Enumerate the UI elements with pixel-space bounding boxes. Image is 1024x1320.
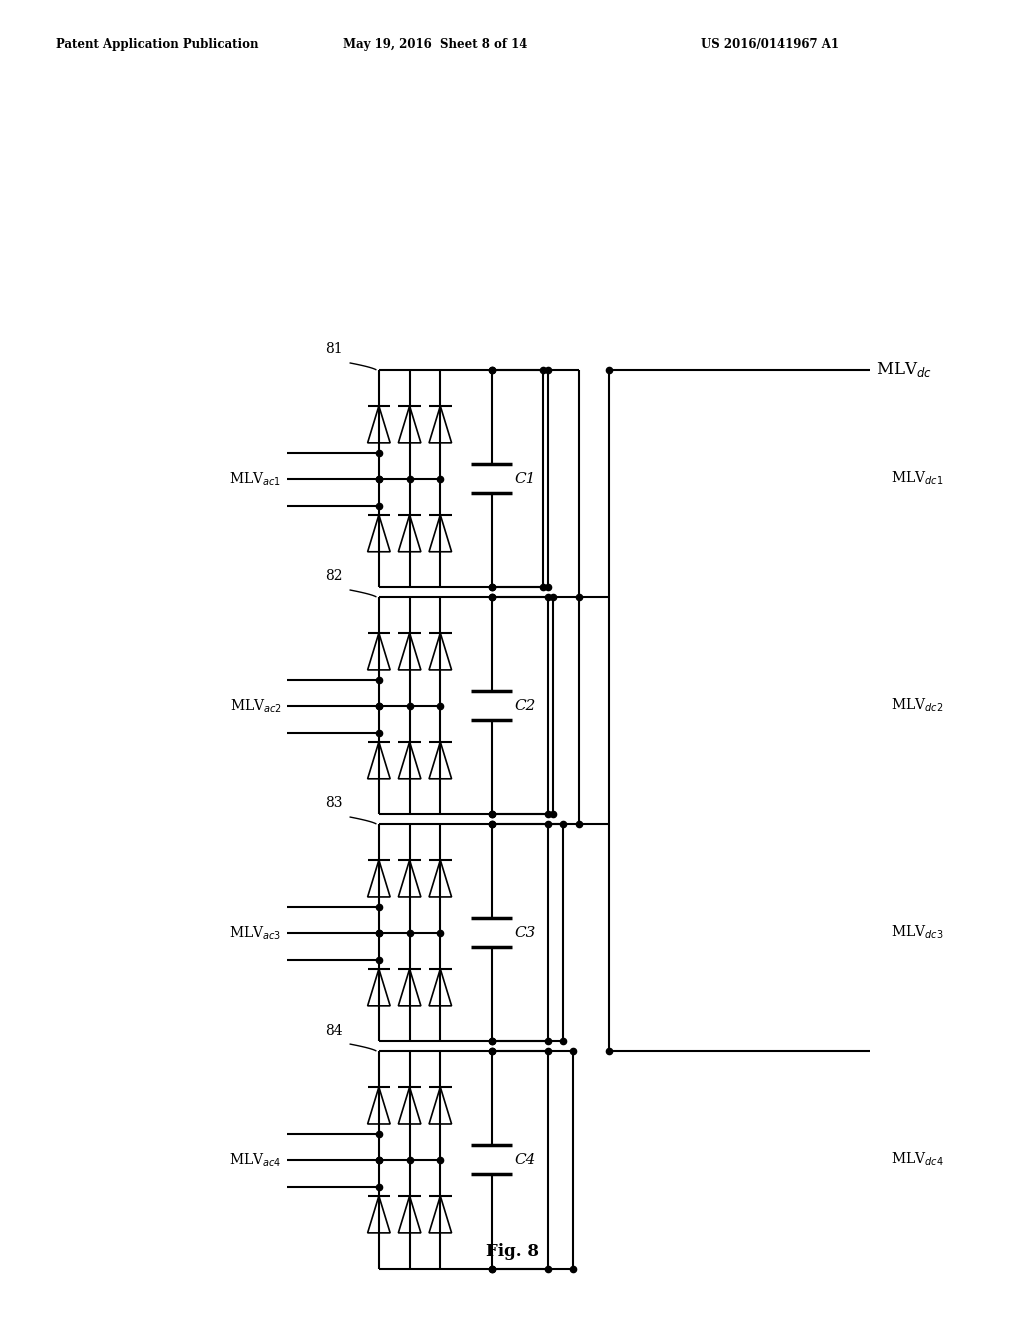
Text: 83: 83 xyxy=(326,796,343,810)
Text: C3: C3 xyxy=(514,925,536,940)
Text: MLV$_{ac2}$: MLV$_{ac2}$ xyxy=(229,697,282,715)
Text: Fig. 8: Fig. 8 xyxy=(485,1243,539,1259)
Text: MLV$_{ac3}$: MLV$_{ac3}$ xyxy=(229,924,282,942)
Text: C1: C1 xyxy=(514,471,536,486)
Text: MLV$_{dc1}$: MLV$_{dc1}$ xyxy=(891,470,943,487)
Text: 81: 81 xyxy=(326,342,343,356)
Text: MLV$_{ac4}$: MLV$_{ac4}$ xyxy=(229,1151,282,1170)
Text: Patent Application Publication: Patent Application Publication xyxy=(56,38,259,51)
Text: 82: 82 xyxy=(326,569,343,583)
Text: MLV$_{dc2}$: MLV$_{dc2}$ xyxy=(891,697,943,714)
Text: US 2016/0141967 A1: US 2016/0141967 A1 xyxy=(701,38,840,51)
Text: MLV$_{dc}$: MLV$_{dc}$ xyxy=(876,360,932,379)
Text: C2: C2 xyxy=(514,698,536,713)
Text: C4: C4 xyxy=(514,1152,536,1167)
Text: MLV$_{dc4}$: MLV$_{dc4}$ xyxy=(891,1151,943,1168)
Text: MLV$_{ac1}$: MLV$_{ac1}$ xyxy=(229,470,282,488)
Text: May 19, 2016  Sheet 8 of 14: May 19, 2016 Sheet 8 of 14 xyxy=(343,38,527,51)
Text: 84: 84 xyxy=(326,1023,343,1038)
Text: MLV$_{dc3}$: MLV$_{dc3}$ xyxy=(891,924,943,941)
